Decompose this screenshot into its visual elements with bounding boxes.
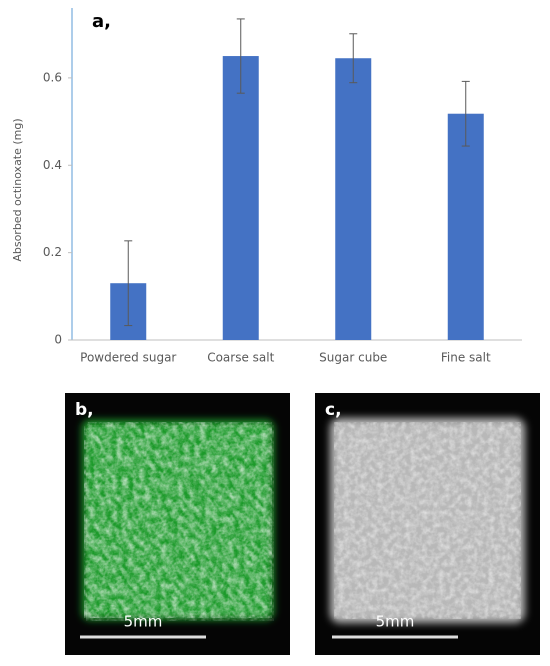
- y-axis-label: Absorbed octinoxate (mg): [11, 118, 24, 261]
- x-tick-label: Sugar cube: [319, 351, 387, 365]
- scale-label: 5mm: [124, 613, 163, 631]
- y-tick-label: 0: [54, 333, 62, 347]
- y-tick-label: 0.6: [43, 70, 62, 84]
- bar: [222, 56, 259, 340]
- x-tick-label: Coarse salt: [207, 351, 274, 365]
- panel-label: b,: [75, 400, 94, 420]
- y-tick-label: 0.2: [43, 245, 62, 259]
- panel-label: a,: [92, 11, 111, 32]
- scale-label: 5mm: [376, 613, 415, 631]
- photo-c: [315, 393, 540, 655]
- y-tick-label: 0.4: [43, 158, 62, 172]
- bar: [335, 58, 372, 340]
- bar: [447, 113, 484, 340]
- x-tick-label: Powdered sugar: [80, 351, 176, 365]
- x-tick-label: Fine salt: [441, 351, 491, 365]
- panel-label: c,: [325, 400, 342, 420]
- photo-b: [65, 393, 290, 655]
